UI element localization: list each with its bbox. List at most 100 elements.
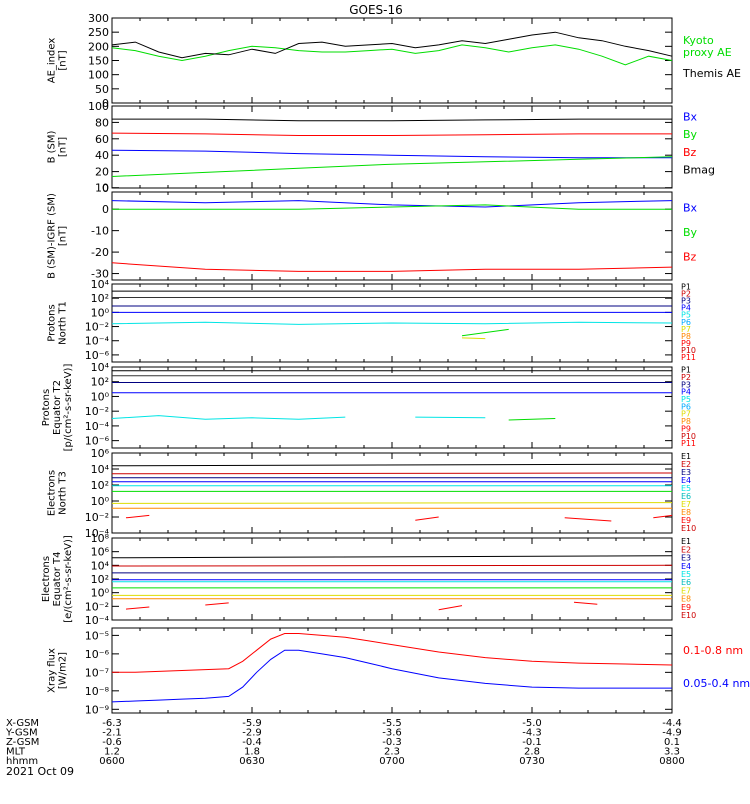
y-tick-label: 100 xyxy=(88,100,109,113)
legend-label: E10 xyxy=(681,611,696,620)
y-tick-label: 10⁻² xyxy=(85,405,109,418)
y-tick-label: 10⁴ xyxy=(91,559,110,572)
y-tick-label: 0 xyxy=(102,182,109,195)
series-line-p5b xyxy=(415,416,486,419)
y-tick-label: 10² xyxy=(91,479,109,492)
y-tick-label: 100 xyxy=(88,69,109,82)
series-line-e9c xyxy=(438,605,463,611)
y-tick-label: 10⁻⁴ xyxy=(85,527,110,540)
legend-label: E4 xyxy=(681,476,691,485)
series-line-p6 xyxy=(461,328,509,337)
legend-label: P6 xyxy=(681,318,691,327)
legend-label: E2 xyxy=(681,460,691,469)
legend-label: Bx xyxy=(683,202,698,215)
legend-label: 0.05-0.4 nm xyxy=(683,677,750,690)
footer-value: 0700 xyxy=(379,756,404,767)
y-tick-label: 10⁴ xyxy=(91,278,110,291)
legend-label: By xyxy=(683,226,698,239)
legend-label: P6 xyxy=(681,402,691,411)
series-line-e9a xyxy=(125,606,150,610)
legend-label: P1 xyxy=(681,366,691,375)
axis-label-y: [p/(cm²-s-sr-keV)] xyxy=(63,364,74,452)
footer-value: -4.3 xyxy=(522,728,542,739)
series-line-by xyxy=(112,204,672,210)
chart-title: GOES-16 xyxy=(349,3,403,17)
series-line-e9d xyxy=(653,514,673,519)
footer-value: -0.3 xyxy=(382,737,402,748)
legend-label: P4 xyxy=(681,304,691,313)
footer-value: 2.3 xyxy=(384,747,400,758)
y-tick-label: 200 xyxy=(88,40,109,53)
axis-label-y: Protons xyxy=(41,389,52,426)
legend-label: 0.1-0.8 nm xyxy=(683,644,743,657)
legend-label: E3 xyxy=(681,554,691,563)
legend-label: Bx xyxy=(683,110,698,123)
legend-label: E4 xyxy=(681,562,691,571)
legend-label: P9 xyxy=(681,339,691,348)
y-tick-label: 10⁻⁷ xyxy=(85,666,109,679)
y-tick-label: 10⁻² xyxy=(85,511,109,524)
series-line-e9c xyxy=(564,517,612,522)
series-line-kyoto-proxy-ae xyxy=(111,44,673,66)
series-line-p5 xyxy=(111,321,673,325)
y-tick-label: -20 xyxy=(91,246,109,259)
y-tick-label: 10⁶ xyxy=(91,546,110,559)
footer-value: 3.3 xyxy=(664,747,680,758)
series-line-e2 xyxy=(111,472,673,475)
y-tick-label: 10⁰ xyxy=(91,306,110,319)
y-tick-label: 80 xyxy=(95,116,109,129)
legend-label: P10 xyxy=(681,432,696,441)
footer-value: -4.9 xyxy=(662,728,682,739)
series-line-p6 xyxy=(508,418,556,421)
axis-label-y: Equator T4 xyxy=(52,552,63,607)
footer-value: 0730 xyxy=(519,756,544,767)
y-tick-label: 10⁻⁴ xyxy=(85,335,110,348)
y-tick-label: 10⁻⁶ xyxy=(85,648,110,661)
legend-label: P7 xyxy=(681,410,691,419)
legend-label: P9 xyxy=(681,424,691,433)
legend-label: E9 xyxy=(681,516,691,525)
legend-label: P7 xyxy=(681,325,691,334)
axis-label-y: B (SM) xyxy=(47,130,58,163)
legend-label: P5 xyxy=(681,395,691,404)
footer-value: -0.6 xyxy=(102,737,122,748)
series-line-bx xyxy=(111,149,672,159)
y-tick-label: 60 xyxy=(95,133,109,146)
y-tick-label: 10⁻⁶ xyxy=(85,435,110,448)
legend-label: Bmag xyxy=(683,164,715,177)
axis-label-y: [nT] xyxy=(58,137,69,157)
legend-label: P11 xyxy=(681,353,696,362)
axis-label-y: Electrons xyxy=(47,470,58,516)
legend-label: P3 xyxy=(681,297,691,306)
legend-label: P10 xyxy=(681,346,696,355)
footer-value: -2.1 xyxy=(102,728,122,739)
footer-value: 0.1 xyxy=(664,737,680,748)
axis-label-y: [W/m2] xyxy=(58,652,69,689)
y-tick-label: 250 xyxy=(88,26,109,39)
series-line-bz xyxy=(111,262,673,272)
axis-label-y: [nT] xyxy=(58,50,69,70)
footer-value: -6.3 xyxy=(102,718,122,729)
footer-row-label: hhmm xyxy=(6,756,38,767)
legend-label: E2 xyxy=(681,545,691,554)
legend-label: P1 xyxy=(681,282,691,291)
y-tick-label: 20 xyxy=(95,166,109,179)
panel-frame-eequator xyxy=(111,537,673,621)
footer-value: 1.8 xyxy=(244,747,260,758)
series-line-bx xyxy=(111,200,673,208)
y-tick-label: 10⁻⁹ xyxy=(85,703,109,716)
series-line-p7 xyxy=(461,337,486,340)
legend-label: E8 xyxy=(681,595,691,604)
legend-label: E7 xyxy=(681,586,691,595)
panel-frame-ae xyxy=(111,17,673,104)
panel-frame-bsm xyxy=(111,105,673,189)
footer-value: -5.9 xyxy=(242,718,262,729)
series-line-0-05-0-4-nm xyxy=(111,649,672,703)
series-line-e2 xyxy=(111,564,673,567)
y-tick-label: 10⁻⁵ xyxy=(85,629,109,642)
series-line-e1 xyxy=(111,555,673,559)
series-line-p5 xyxy=(111,415,346,420)
y-tick-label: 10⁰ xyxy=(91,587,110,600)
legend-label: E5 xyxy=(681,484,691,493)
